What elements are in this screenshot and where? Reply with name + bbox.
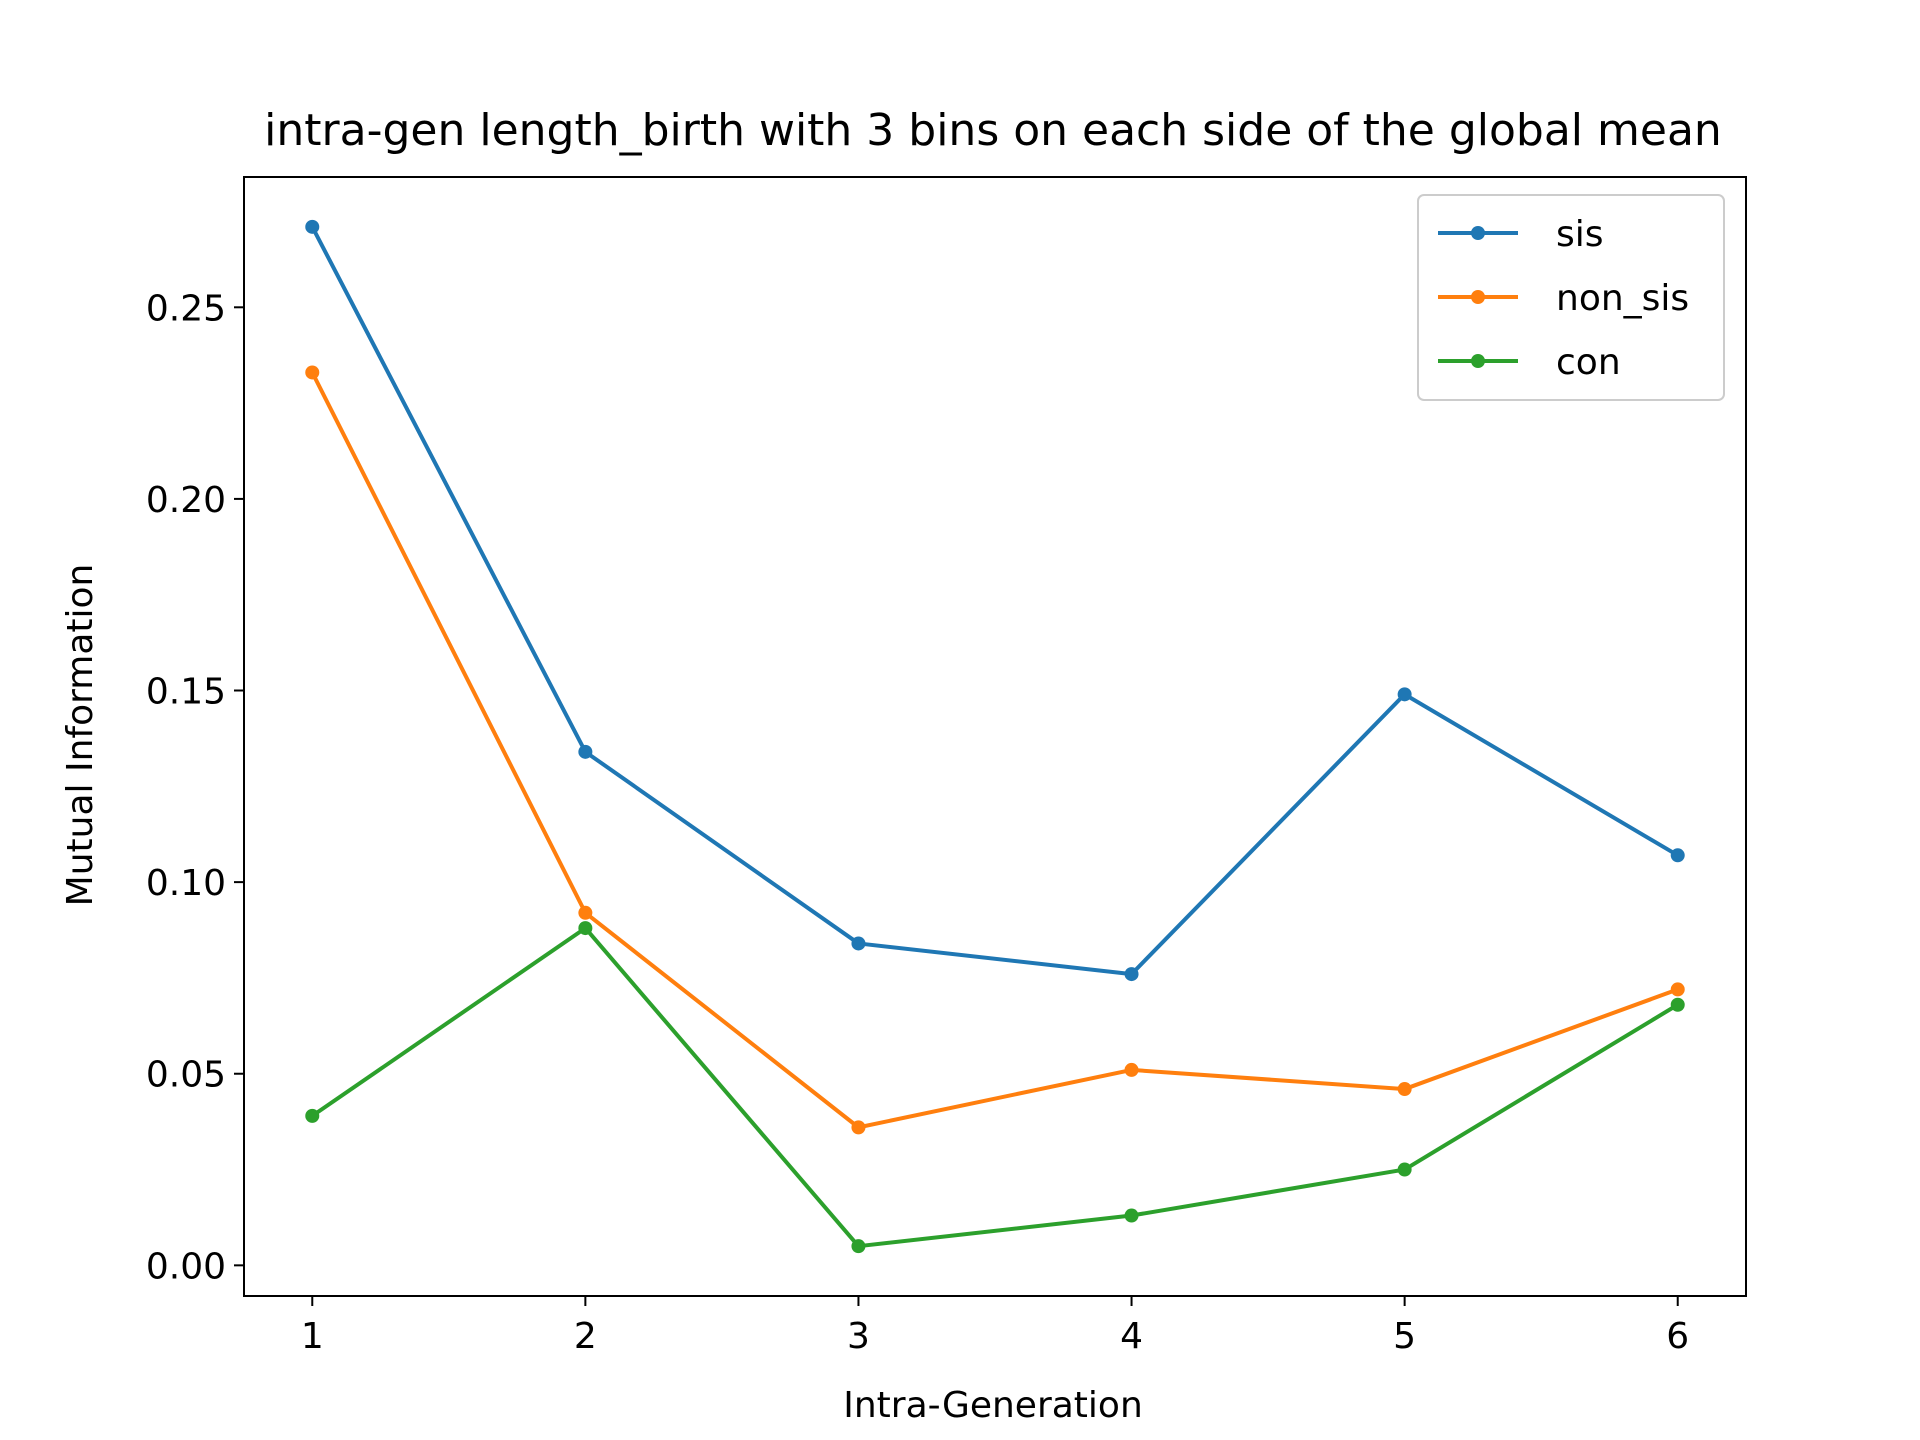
data-point-sis [1397,687,1412,702]
data-point-sis [1124,967,1139,982]
data-point-con [851,1239,866,1254]
y-axis-label: Mutual Information [60,564,101,907]
x-tick-label: 6 [1666,1316,1689,1357]
data-point-non_sis [578,905,593,920]
data-point-con [305,1108,320,1123]
data-point-non_sis [851,1120,866,1135]
legend-label-con: con [1556,342,1621,383]
y-tick-label: 0.25 [146,288,226,329]
y-tick-label: 0.00 [146,1246,226,1287]
series-line-sis [310,225,1679,977]
data-point-sis [305,219,320,234]
y-tick-label: 0.15 [146,672,226,713]
data-point-sis [1670,848,1685,863]
axis-ticks: 1 2 3 4 5 6 0.00 0.05 0.10 0.15 0.20 0.25 [146,288,1689,1357]
x-tick-label: 2 [574,1316,597,1357]
data-point-con [1397,1162,1412,1177]
x-axis-label: Intra-Generation [843,1385,1143,1426]
chart-title: intra-gen length_birth with 3 bins on ea… [264,105,1722,156]
data-point-non_sis [1397,1082,1412,1097]
data-point-con [578,921,593,936]
legend-marker-sis [1471,226,1485,240]
legend-box [1417,194,1725,401]
legend-label-non_sis: non_sis [1556,278,1689,319]
data-point-con [1670,997,1685,1012]
plot-frame [243,176,1747,1297]
series-line-non_sis [310,371,1679,1130]
data-point-sis [578,744,593,759]
legend-label-sis: sis [1556,214,1604,255]
series-line-con [311,926,1679,1249]
y-tick-label: 0.10 [146,863,226,904]
legend-marker-con [1471,354,1485,368]
data-point-non_sis [305,365,320,380]
x-tick-label: 3 [847,1316,870,1357]
y-tick-label: 0.05 [146,1055,226,1096]
data-point-con [1124,1208,1139,1223]
x-tick-label: 5 [1393,1316,1416,1357]
data-point-sis [851,936,866,951]
data-point-non_sis [1124,1062,1139,1077]
y-tick-label: 0.20 [146,480,226,521]
x-tick-label: 4 [1120,1316,1143,1357]
legend-marker-non_sis [1471,290,1485,304]
x-tick-label: 1 [301,1316,324,1357]
series-layer [305,219,1685,1254]
data-point-non_sis [1670,982,1685,997]
